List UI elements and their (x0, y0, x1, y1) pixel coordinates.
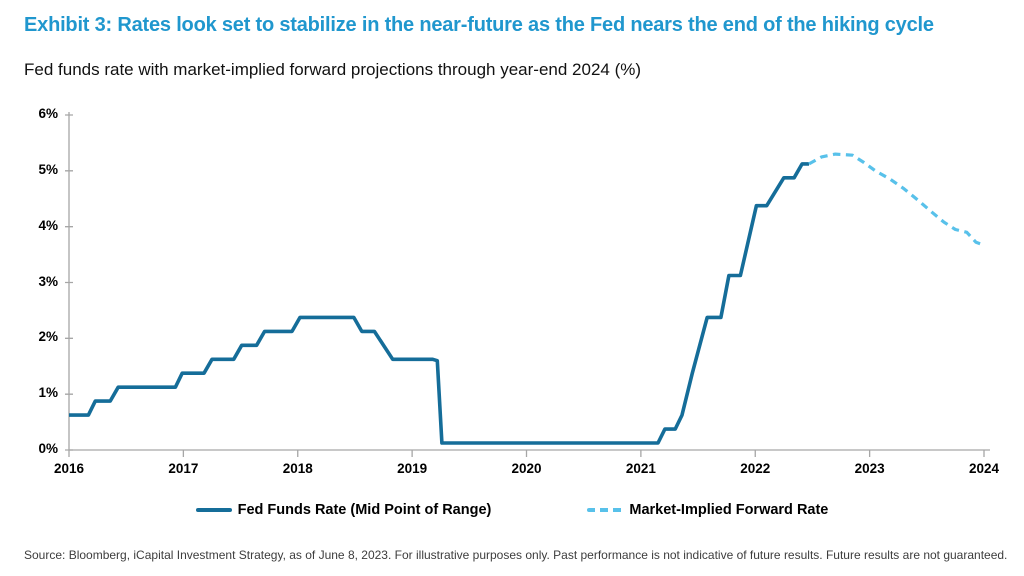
exhibit-title: Exhibit 3: Rates look set to stabilize i… (24, 14, 934, 36)
x-tick-2018: 2018 (282, 461, 313, 476)
y-tick-4pct: 4% (38, 217, 58, 233)
x-tick-2020: 2020 (511, 461, 542, 476)
x-tick-2024: 2024 (968, 461, 1000, 476)
x-tick-2022: 2022 (740, 461, 771, 476)
market-implied-forward-rate-line (808, 152, 985, 247)
y-tick-0pct: 0% (38, 441, 58, 456)
legend-item-fed-funds: Fed Funds Rate (Mid Point of Range) (195, 502, 492, 518)
chart-subtitle: Fed funds rate with market-implied forwa… (24, 60, 642, 79)
legend-label-fed-funds: Fed Funds Rate (Mid Point of Range) (237, 502, 492, 518)
fed-funds-rate-line (69, 162, 809, 445)
x-tick-2019: 2019 (397, 461, 428, 476)
chart-legend: Fed Funds Rate (Mid Point of Range) Mark… (0, 502, 1024, 518)
y-tick-3pct: 3% (38, 273, 58, 289)
source-disclaimer-text: Source: Bloomberg, iCapital Investment S… (24, 548, 1008, 562)
axis-lines (68, 112, 990, 451)
y-tick-2pct: 2% (38, 329, 58, 345)
x-tick-2017: 2017 (168, 461, 199, 476)
dashed-line-swatch-icon (587, 508, 624, 512)
x-tick-2023: 2023 (854, 461, 885, 476)
y-tick-5pct: 5% (38, 161, 58, 177)
solid-line-swatch-icon (195, 508, 232, 512)
legend-item-forward-rate: Market-Implied Forward Rate (587, 502, 828, 518)
legend-label-forward-rate: Market-Implied Forward Rate (629, 502, 829, 518)
x-tick-2021: 2021 (625, 461, 656, 476)
x-tick-2016: 2016 (53, 461, 85, 476)
y-tick-1pct: 1% (38, 385, 58, 401)
axis-tick-marks (65, 114, 985, 457)
y-tick-6pct: 6% (38, 106, 58, 121)
fed-funds-rate-chart (65, 112, 990, 457)
